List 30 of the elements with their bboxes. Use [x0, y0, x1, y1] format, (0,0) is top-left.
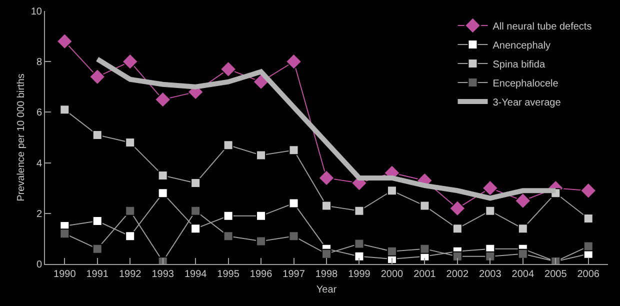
x-tick-label: 1998 [315, 269, 338, 280]
x-tick-label: 2001 [414, 269, 436, 280]
legend-label: All neural tube defects [492, 21, 592, 32]
x-tick-label: 2003 [479, 269, 502, 280]
x-tick-label: 2005 [544, 269, 568, 280]
x-tick-label: 2006 [577, 269, 600, 280]
x-tick-label: 1990 [54, 269, 76, 280]
legend-label: Anencephaly [492, 40, 551, 52]
x-tick-label: 1991 [86, 269, 109, 280]
y-tick-label: 8 [36, 57, 42, 68]
x-tick-label: 1997 [282, 269, 306, 280]
x-tick-label: 2000 [380, 269, 404, 280]
x-tick-label: 1999 [348, 269, 371, 280]
y-tick-label: 0 [36, 260, 42, 270]
x-tick-label: 1992 [118, 269, 142, 280]
x-tick-label: 2002 [446, 269, 469, 280]
y-tick-label: 4 [36, 158, 42, 170]
y-tick-label: 10 [30, 6, 42, 18]
legend-label: Spina bifida [492, 59, 546, 70]
x-tick-label: 2004 [512, 269, 534, 280]
y-tick-label: 2 [36, 208, 42, 220]
legend-label: Encephalocele [492, 78, 559, 90]
x-tick-label: 1996 [250, 269, 273, 280]
y-tick-label: 6 [36, 108, 42, 119]
x-tick-label: 1995 [217, 269, 240, 280]
legend-label: 3-Year average [492, 97, 562, 108]
x-tick-label: 1993 [152, 269, 174, 280]
x-tick-label: 1994 [184, 269, 208, 280]
x-axis-title: Year [316, 284, 338, 296]
y-axis-title: Prevalence per 10 000 births [16, 74, 27, 202]
